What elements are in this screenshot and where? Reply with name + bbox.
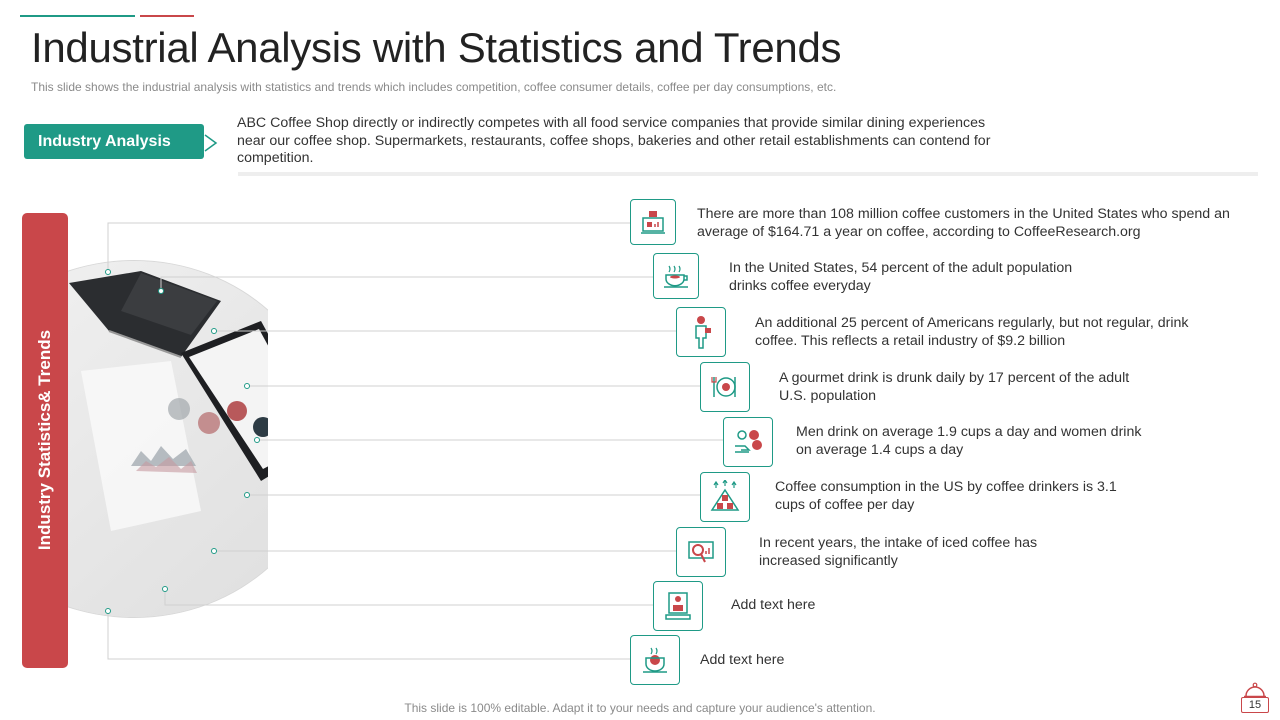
accent-line-red [140, 15, 194, 17]
coffee-machine-icon [653, 581, 703, 631]
stat-text-1: There are more than 108 million coffee c… [697, 206, 1230, 240]
bell-icon [1244, 682, 1266, 698]
footer-note: This slide is 100% editable. Adapt it to… [404, 701, 876, 715]
person-drinking-icon [676, 307, 726, 357]
page-title: Industrial Analysis with Statistics and … [31, 24, 842, 71]
section-divider [238, 172, 1258, 176]
stat-text-7: In recent years, the intake of iced coff… [759, 535, 1038, 569]
industry-analysis-label-text: Industry Analysis [38, 132, 171, 150]
laptop-coffee-icon [630, 199, 676, 245]
growth-pyramid-icon [700, 472, 750, 522]
coffee-cup-icon [653, 253, 699, 299]
hot-drink-icon [630, 635, 680, 685]
money-coins-icon [723, 417, 773, 467]
desk-photo-illustration [68, 261, 268, 617]
office-photo [68, 260, 268, 620]
stat-text-4: A gourmet drink is drunk daily by 17 per… [779, 370, 1130, 404]
plate-cutlery-icon [700, 362, 750, 412]
stat-text-3: An additional 25 percent of Americans re… [755, 315, 1189, 349]
stat-text-9: Add text here [700, 652, 785, 668]
industry-analysis-label: Industry Analysis [24, 124, 204, 159]
side-label-bar [22, 213, 68, 668]
industry-analysis-text: ABC Coffee Shop directly or indirectly c… [237, 115, 991, 166]
stat-text-2: In the United States, 54 percent of the … [729, 260, 1073, 294]
stat-text-6: Coffee consumption in the US by coffee d… [775, 479, 1117, 513]
magnifier-chart-icon [676, 527, 726, 577]
chevron-right-icon [204, 134, 218, 152]
stat-text-8: Add text here [731, 597, 816, 613]
page-number: 15 [1241, 697, 1269, 713]
accent-line-teal [20, 15, 135, 17]
page-subtitle: This slide shows the industrial analysis… [31, 80, 837, 94]
stat-text-5: Men drink on average 1.9 cups a day and … [796, 424, 1142, 458]
